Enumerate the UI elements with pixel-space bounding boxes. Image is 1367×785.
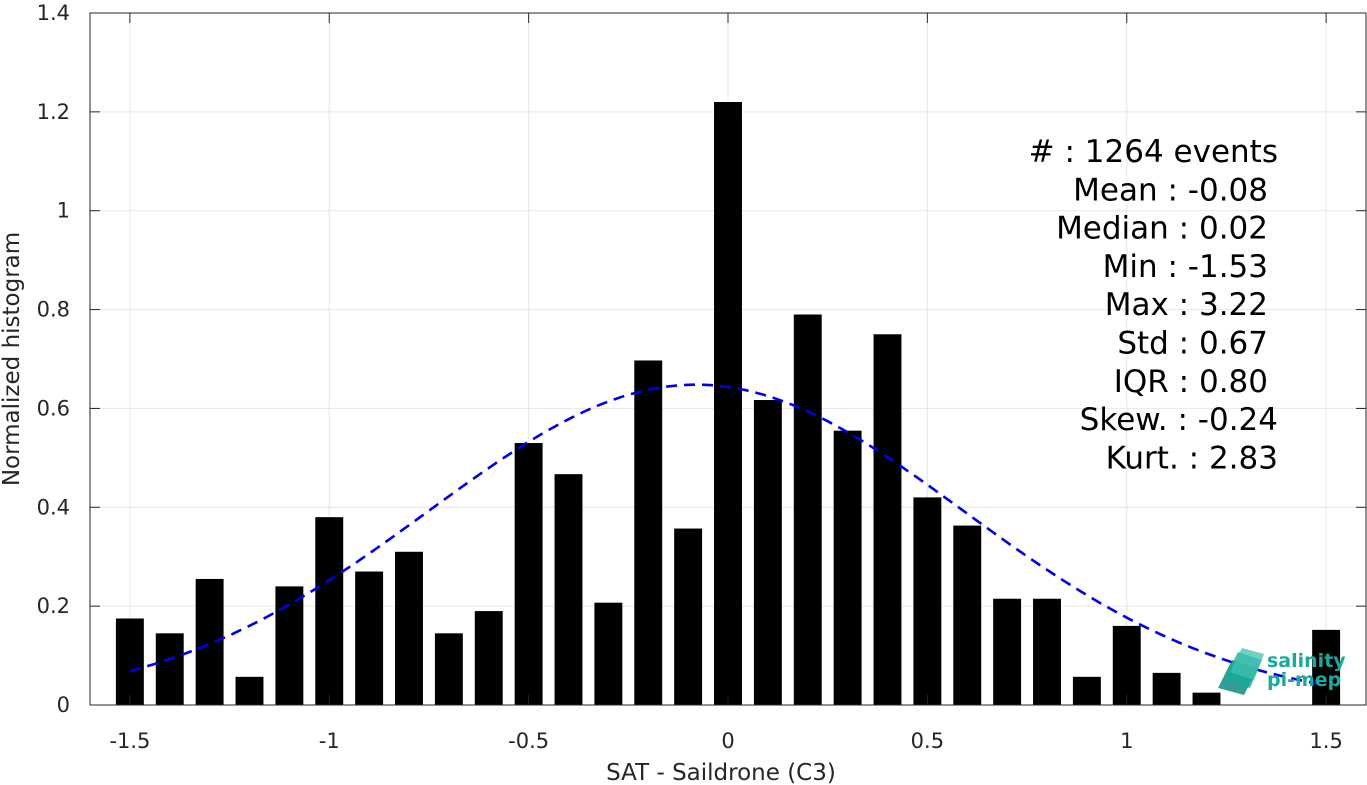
histogram-bar	[395, 551, 423, 705]
histogram-bar	[554, 474, 583, 705]
histogram-bar	[1072, 676, 1101, 705]
logo-text-pi-mep: pi-mep	[1267, 669, 1341, 691]
histogram-bar	[714, 101, 742, 705]
histogram-bar	[355, 571, 384, 705]
x-axis-label: SAT - Saildrone (C3)	[606, 760, 836, 785]
logo-text-salinity: salinity	[1267, 650, 1346, 672]
y-tick-label: 0.6	[37, 396, 70, 420]
histogram-bar	[913, 497, 942, 705]
histogram-bar	[434, 633, 463, 705]
y-tick-label: 0.8	[37, 298, 70, 322]
stat-line: # : 1264 events	[1029, 134, 1278, 170]
x-tick-labels: -1.5 -1 -0.5 0 0.5 1 1.5	[109, 729, 1342, 753]
histogram-bar	[753, 400, 782, 705]
stat-line: Skew. : -0.24	[1080, 402, 1278, 438]
x-tick-label: 0.5	[911, 729, 944, 753]
histogram-bar	[594, 602, 623, 705]
y-tick-label: 1.2	[37, 100, 70, 124]
y-tick-label: 1.4	[37, 1, 70, 25]
stat-line: IQR : 0.80	[1114, 364, 1268, 400]
stat-line: Std : 0.67	[1117, 326, 1268, 362]
stat-line: Min : -1.53	[1103, 249, 1268, 285]
y-tick-label: 0.4	[37, 495, 70, 519]
x-tick-label: 1	[1120, 729, 1133, 753]
histogram-bar	[115, 618, 144, 705]
axis-ticks	[90, 12, 1366, 706]
histogram-bar	[1112, 625, 1141, 705]
histogram-bar	[315, 517, 344, 705]
histogram-bar	[993, 598, 1022, 705]
histogram-bar	[195, 578, 224, 705]
histogram-bar	[833, 430, 862, 705]
histogram-bar	[953, 525, 982, 705]
histogram-bar	[634, 360, 663, 705]
y-tick-labels: 0 0.2 0.4 0.6 0.8 1 1.2 1.4	[37, 1, 70, 717]
stat-line: Max : 3.22	[1105, 287, 1268, 323]
x-tick-label: 1.5	[1309, 729, 1342, 753]
y-tick-label: 1	[57, 199, 70, 223]
histogram-bar	[155, 633, 184, 705]
x-tick-label: -1.5	[109, 729, 150, 753]
y-axis-label: Normalized histogram	[0, 232, 25, 486]
histogram-bars	[115, 101, 1341, 705]
salinity-pi-mep-logo: salinity pi-mep	[1218, 648, 1346, 695]
gaussian-fit-curve	[129, 383, 1327, 687]
logo-mark-icon	[1218, 648, 1264, 695]
y-tick-label: 0.2	[37, 594, 70, 618]
histogram-bar	[674, 528, 703, 705]
x-tick-label: 0	[721, 729, 734, 753]
histogram-bar	[1033, 598, 1061, 705]
stat-line: Mean : -0.08	[1073, 172, 1268, 208]
histogram-bar	[275, 586, 304, 705]
x-tick-label: -0.5	[508, 729, 549, 753]
histogram-bar	[1192, 692, 1221, 705]
y-tick-label: 0	[57, 693, 70, 717]
histogram-bar	[474, 611, 503, 705]
histogram-bar	[514, 443, 543, 705]
histogram-bar	[873, 334, 902, 705]
histogram-bar	[235, 676, 264, 705]
x-tick-label: -1	[319, 729, 340, 753]
histogram-bar	[1312, 629, 1341, 705]
histogram-bar	[793, 314, 822, 705]
histogram-bar	[1152, 672, 1181, 705]
stat-line: Kurt. : 2.83	[1106, 440, 1278, 476]
stat-line: Median : 0.02	[1056, 211, 1268, 247]
